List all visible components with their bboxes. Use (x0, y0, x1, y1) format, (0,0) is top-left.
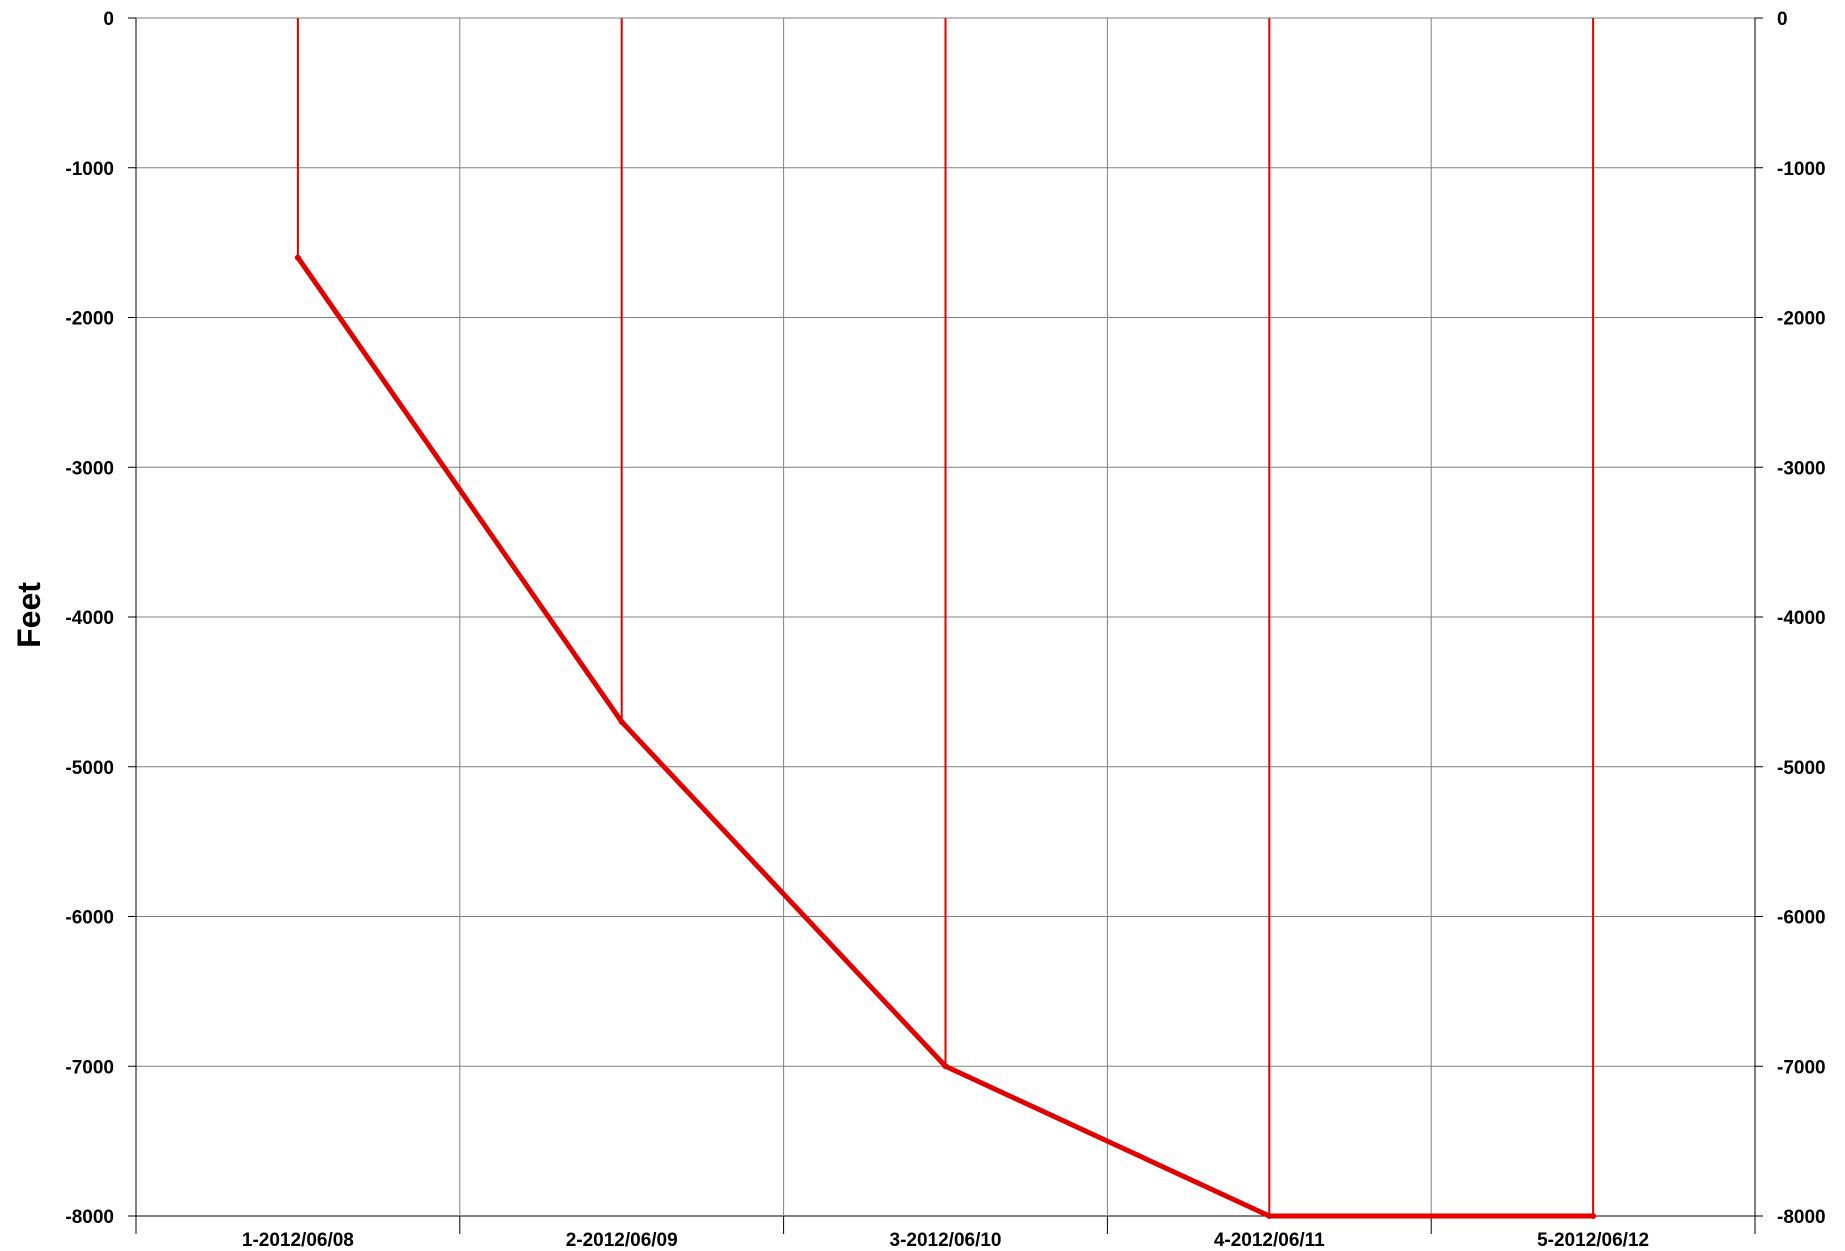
y-axis-title: Feet (11, 582, 47, 648)
right-y-tick-label: -3000 (1777, 458, 1826, 479)
tick-labels: 0 0 -1000 -1000 -2000 -2000 -3000 -3000 -4000 -40… (65, 9, 1825, 1251)
left-y-tick-label: -5000 (65, 758, 114, 779)
data-point (1590, 1213, 1597, 1219)
series-layer (294, 18, 1597, 1219)
left-y-tick-label: -8000 (65, 1207, 114, 1228)
right-y-tick-label: 0 (1777, 9, 1788, 30)
x-tick-label: 1-2012/06/08 (242, 1230, 354, 1251)
right-y-tick-label: -1000 (1777, 159, 1826, 180)
right-y-tick-label: -4000 (1777, 608, 1826, 629)
data-point (294, 254, 301, 261)
left-y-tick-label: -1000 (65, 159, 114, 180)
data-point (942, 1063, 949, 1070)
right-y-tick-label: -6000 (1777, 908, 1826, 929)
left-y-tick-label: -4000 (65, 608, 114, 629)
x-tick-label: 2-2012/06/09 (566, 1230, 678, 1251)
left-y-tick-label: 0 (103, 9, 114, 30)
right-y-tick-label: -7000 (1777, 1057, 1826, 1078)
right-y-tick-label: -2000 (1777, 309, 1826, 330)
x-tick-label: 4-2012/06/11 (1214, 1230, 1325, 1251)
left-y-tick-label: -3000 (65, 458, 114, 479)
data-point (1266, 1213, 1273, 1219)
right-y-tick-label: -5000 (1777, 758, 1826, 779)
axes (128, 17, 1763, 1234)
x-tick-label: 5-2012/06/12 (1537, 1230, 1649, 1251)
data-point (618, 718, 625, 725)
x-tick-label: 3-2012/06/10 (890, 1230, 1002, 1251)
right-y-tick-label: -8000 (1777, 1207, 1826, 1228)
left-y-tick-label: -2000 (65, 309, 114, 330)
left-y-tick-label: -6000 (65, 908, 114, 929)
left-y-tick-label: -7000 (65, 1057, 114, 1078)
